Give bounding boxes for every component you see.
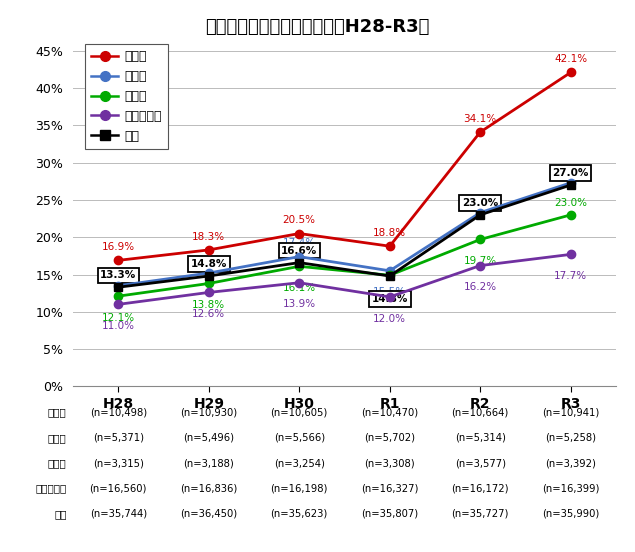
Text: 11.0%: 11.0% bbox=[102, 321, 135, 331]
Text: (n=10,470): (n=10,470) bbox=[361, 407, 418, 417]
Text: (n=10,498): (n=10,498) bbox=[90, 407, 147, 417]
Text: 17.4%: 17.4% bbox=[283, 238, 316, 248]
Text: (n=35,807): (n=35,807) bbox=[361, 509, 418, 519]
Text: 16.2%: 16.2% bbox=[464, 282, 497, 292]
Text: (n=10,930): (n=10,930) bbox=[180, 407, 237, 417]
Text: (n=3,392): (n=3,392) bbox=[545, 458, 596, 468]
Text: 近畿圏: 近畿圏 bbox=[48, 433, 67, 443]
Text: 27.0%: 27.0% bbox=[552, 168, 589, 178]
Text: 12.6%: 12.6% bbox=[192, 309, 225, 319]
Text: (n=16,560): (n=16,560) bbox=[90, 484, 147, 493]
Text: 20.5%: 20.5% bbox=[283, 215, 316, 225]
Legend: 首都圏, 近畿圏, 中京圏, 地方都市圏, 全国: 首都圏, 近畿圏, 中京圏, 地方都市圏, 全国 bbox=[84, 44, 168, 149]
Text: 地方都市圏: 地方都市圏 bbox=[36, 484, 67, 493]
Text: (n=16,399): (n=16,399) bbox=[542, 484, 599, 493]
Text: (n=5,371): (n=5,371) bbox=[93, 433, 144, 443]
Text: (n=3,188): (n=3,188) bbox=[184, 458, 234, 468]
Text: 中京圏: 中京圏 bbox=[48, 458, 67, 468]
Text: (n=16,172): (n=16,172) bbox=[451, 484, 509, 493]
Text: (n=10,605): (n=10,605) bbox=[271, 407, 328, 417]
Text: (n=16,198): (n=16,198) bbox=[271, 484, 328, 493]
Text: 23.0%: 23.0% bbox=[462, 198, 498, 208]
Text: (n=5,258): (n=5,258) bbox=[545, 433, 596, 443]
Text: 23.0%: 23.0% bbox=[554, 198, 587, 208]
Text: (n=5,702): (n=5,702) bbox=[364, 433, 415, 443]
Text: (n=16,836): (n=16,836) bbox=[180, 484, 237, 493]
Text: (n=3,254): (n=3,254) bbox=[274, 458, 324, 468]
Text: (n=5,496): (n=5,496) bbox=[184, 433, 234, 443]
Text: 14.8%: 14.8% bbox=[190, 259, 227, 269]
Text: 23.3%: 23.3% bbox=[464, 196, 497, 206]
Text: (n=10,941): (n=10,941) bbox=[542, 407, 599, 417]
Text: 34.1%: 34.1% bbox=[464, 114, 497, 124]
Text: 全国: 全国 bbox=[54, 509, 67, 519]
Text: 42.1%: 42.1% bbox=[554, 54, 587, 64]
Text: (n=3,315): (n=3,315) bbox=[93, 458, 144, 468]
Text: 首都圏: 首都圏 bbox=[48, 407, 67, 417]
Text: 14.9%: 14.9% bbox=[373, 292, 406, 302]
Text: 15.2%: 15.2% bbox=[192, 256, 225, 266]
Text: 18.8%: 18.8% bbox=[373, 228, 406, 238]
Text: (n=5,314): (n=5,314) bbox=[455, 433, 505, 443]
Text: (n=35,744): (n=35,744) bbox=[90, 509, 147, 519]
Text: (n=3,308): (n=3,308) bbox=[364, 458, 415, 468]
Text: 19.7%: 19.7% bbox=[464, 256, 497, 266]
Text: 雇用型テレワーカーの割合【H28-R3】: 雇用型テレワーカーの割合【H28-R3】 bbox=[205, 18, 430, 36]
Text: 17.7%: 17.7% bbox=[554, 271, 587, 281]
Text: 13.8%: 13.8% bbox=[192, 300, 225, 310]
Text: (n=35,727): (n=35,727) bbox=[451, 509, 509, 519]
Text: 16.6%: 16.6% bbox=[281, 246, 318, 256]
Text: 16.9%: 16.9% bbox=[102, 242, 135, 252]
Text: 15.5%: 15.5% bbox=[373, 288, 406, 298]
Text: (n=5,566): (n=5,566) bbox=[274, 433, 325, 443]
Text: (n=36,450): (n=36,450) bbox=[180, 509, 237, 519]
Text: (n=35,990): (n=35,990) bbox=[542, 509, 599, 519]
Text: (n=3,577): (n=3,577) bbox=[455, 458, 505, 468]
Text: (n=16,327): (n=16,327) bbox=[361, 484, 418, 493]
Text: 12.1%: 12.1% bbox=[102, 313, 135, 323]
Text: 16.1%: 16.1% bbox=[283, 283, 316, 293]
Text: (n=10,664): (n=10,664) bbox=[451, 407, 509, 417]
Text: 13.9%: 13.9% bbox=[283, 299, 316, 310]
Text: 13.3%: 13.3% bbox=[100, 270, 137, 280]
Text: 13.5%: 13.5% bbox=[102, 269, 135, 279]
Text: 12.0%: 12.0% bbox=[373, 314, 406, 323]
Text: 27.3%: 27.3% bbox=[554, 166, 587, 176]
Text: (n=35,623): (n=35,623) bbox=[271, 509, 328, 519]
Text: 18.3%: 18.3% bbox=[192, 232, 225, 242]
Text: 14.8%: 14.8% bbox=[371, 294, 408, 304]
